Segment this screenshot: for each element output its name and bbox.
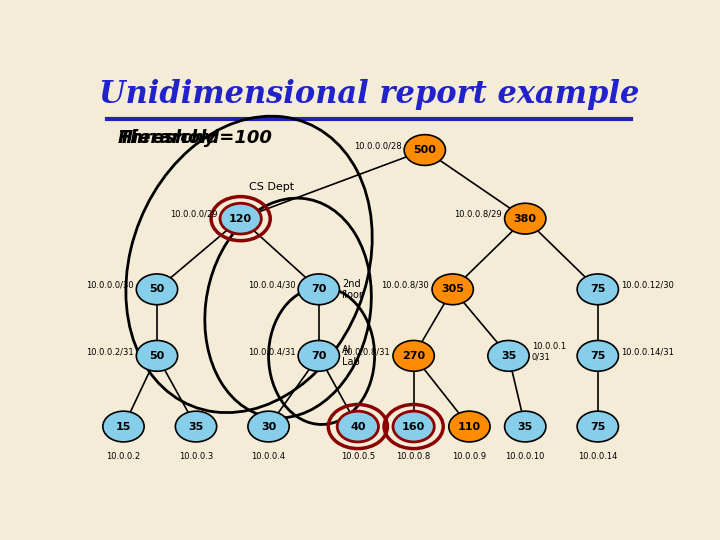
Circle shape	[577, 341, 618, 371]
Circle shape	[136, 274, 178, 305]
Circle shape	[505, 411, 546, 442]
Text: 10.0.0.8: 10.0.0.8	[397, 453, 431, 461]
Text: 10.0.0.8/31: 10.0.0.8/31	[343, 347, 390, 356]
Circle shape	[577, 411, 618, 442]
Text: 50: 50	[149, 285, 165, 294]
Text: 15: 15	[116, 422, 131, 431]
Text: 75: 75	[590, 422, 606, 431]
Text: 10.0.0.9: 10.0.0.9	[452, 453, 487, 461]
Circle shape	[298, 341, 339, 371]
Text: 35: 35	[189, 422, 204, 431]
Circle shape	[393, 341, 434, 371]
Text: 70: 70	[311, 285, 326, 294]
Text: 10.0.0.14/31: 10.0.0.14/31	[621, 347, 674, 356]
Text: 110: 110	[458, 422, 481, 431]
Text: Threshold=100: Threshold=100	[118, 129, 271, 146]
Text: 10.0.0.5: 10.0.0.5	[341, 453, 375, 461]
Text: 75: 75	[590, 351, 606, 361]
Text: 160: 160	[402, 422, 426, 431]
Circle shape	[393, 411, 434, 442]
Circle shape	[103, 411, 144, 442]
Text: 500: 500	[413, 145, 436, 155]
Text: 10.0.0.8/30: 10.0.0.8/30	[382, 281, 429, 289]
Text: Unidimensional report example: Unidimensional report example	[99, 79, 639, 110]
Circle shape	[220, 203, 261, 234]
Circle shape	[404, 134, 446, 165]
Text: 10.0.0.0/30: 10.0.0.0/30	[86, 281, 133, 289]
Text: 10.0.0.3: 10.0.0.3	[179, 453, 213, 461]
Text: 10.0.0.4/31: 10.0.0.4/31	[248, 347, 295, 356]
Text: Hierarchy: Hierarchy	[118, 129, 217, 146]
Circle shape	[577, 274, 618, 305]
Text: 270: 270	[402, 351, 426, 361]
Text: 120: 120	[229, 214, 252, 224]
Text: 10.0.0.4/30: 10.0.0.4/30	[248, 281, 295, 289]
Text: 75: 75	[590, 285, 606, 294]
Text: 10.0.0.12/30: 10.0.0.12/30	[621, 281, 674, 289]
Circle shape	[298, 274, 339, 305]
Circle shape	[449, 411, 490, 442]
Text: 2nd
floor: 2nd floor	[342, 279, 364, 300]
Text: 10.0.0.0/29: 10.0.0.0/29	[170, 210, 217, 219]
Text: 35: 35	[501, 351, 516, 361]
Circle shape	[248, 411, 289, 442]
Text: 10.0.0.4: 10.0.0.4	[251, 453, 286, 461]
Text: 380: 380	[514, 214, 536, 224]
Text: 10.0.0.8/29: 10.0.0.8/29	[454, 210, 502, 219]
Text: 30: 30	[261, 422, 276, 431]
Circle shape	[432, 274, 473, 305]
Text: 10.0.0.14: 10.0.0.14	[578, 453, 618, 461]
Text: 305: 305	[441, 285, 464, 294]
Circle shape	[136, 341, 178, 371]
Circle shape	[488, 341, 529, 371]
Circle shape	[176, 411, 217, 442]
Text: 10.0.0.2/31: 10.0.0.2/31	[86, 347, 133, 356]
Text: 10.0.0.10: 10.0.0.10	[505, 453, 545, 461]
Text: 35: 35	[518, 422, 533, 431]
Text: 10.0.0.2: 10.0.0.2	[107, 453, 140, 461]
Text: 50: 50	[149, 351, 165, 361]
Text: 40: 40	[350, 422, 366, 431]
Circle shape	[505, 203, 546, 234]
Text: CS Dept: CS Dept	[249, 181, 294, 192]
Text: 10.0.0.0/28: 10.0.0.0/28	[354, 141, 401, 150]
Text: AI
Lab: AI Lab	[342, 345, 360, 367]
Text: 70: 70	[311, 351, 326, 361]
Text: 10.0.0.1
0/31: 10.0.0.1 0/31	[532, 342, 566, 361]
Circle shape	[337, 411, 379, 442]
